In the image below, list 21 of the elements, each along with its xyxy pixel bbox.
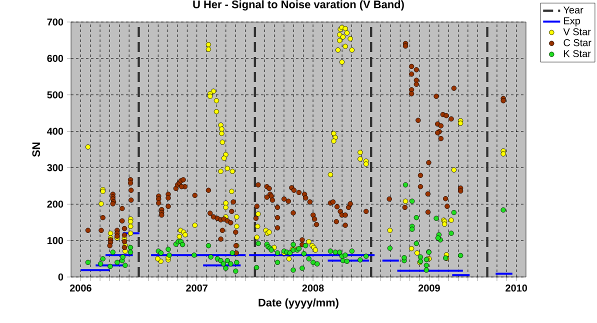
chart-title: U Her - Signal to Noise varation (V Band) bbox=[193, 0, 404, 11]
x-tick-label: 2006 bbox=[70, 284, 92, 292]
y-tick-label: 300 bbox=[47, 164, 64, 172]
legend-label: V Star bbox=[563, 28, 591, 36]
legend-label: C Star bbox=[564, 39, 592, 46]
y-tick-label: 100 bbox=[47, 237, 64, 244]
y-tick-label: 500 bbox=[47, 91, 64, 98]
y-tick-label: 700 bbox=[47, 18, 64, 26]
legend-label: Year bbox=[563, 6, 584, 14]
legend-label: K Star bbox=[564, 50, 591, 58]
x-tick-label: 2009 bbox=[418, 284, 440, 292]
y-tick-label: 0 bbox=[58, 273, 64, 281]
y-tick-label: 400 bbox=[47, 128, 64, 135]
x-tick-label: 2010 bbox=[506, 284, 528, 292]
y-tick-label: 200 bbox=[47, 200, 64, 208]
x-tick-label: 2008 bbox=[302, 284, 324, 292]
x-axis-title: Date (yyyy/mm) bbox=[258, 298, 338, 309]
x-tick-label: 2007 bbox=[186, 284, 208, 292]
legend-label: Exp bbox=[564, 17, 580, 26]
y-tick-label: 600 bbox=[47, 54, 64, 62]
y-axis-title: SN bbox=[32, 142, 40, 157]
